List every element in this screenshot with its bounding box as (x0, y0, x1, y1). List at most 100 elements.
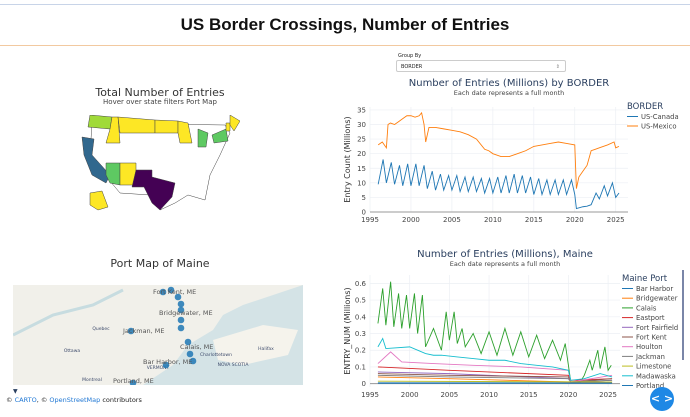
legend-item: Eastport (636, 314, 665, 322)
y-tick-label: 0.4 (355, 313, 367, 321)
x-tick-label: 2000 (401, 391, 419, 399)
port-marker (177, 300, 185, 308)
x-tick-label: 2015 (520, 391, 538, 399)
st-lawrence-river (13, 288, 124, 337)
legend-item: US-Canada (641, 113, 679, 121)
chevron-updown-icon: ⇕ (555, 64, 560, 70)
state-michigan (197, 128, 209, 148)
legend-item: Fort Fairfield (636, 324, 678, 332)
place-label: Quebec (92, 326, 110, 332)
y-tick-label: 0 (362, 209, 366, 217)
x-tick-label: 2005 (440, 391, 458, 399)
port-marker (159, 288, 167, 296)
group-by-value: BORDER (401, 64, 423, 70)
series-line-limestone (377, 380, 613, 383)
state-vermont (225, 122, 231, 132)
state-new-york (211, 128, 229, 144)
y-tick-label: 20 (357, 150, 366, 158)
maine-line-chart[interactable]: Number of Entries (Millions), MaineEach … (330, 245, 690, 417)
collapse-arrow-icon[interactable]: ▼ (13, 388, 18, 395)
series-line-eastport (377, 366, 613, 381)
us-choropleth-map[interactable] (80, 115, 240, 215)
x-tick-label: 2000 (402, 216, 420, 224)
legend-item: US-Mexico (641, 123, 676, 131)
y-tick-label: 15 (357, 165, 366, 173)
place-label: Charlottetown (200, 352, 232, 358)
attrib-suffix: contributors (102, 396, 142, 404)
port-marker (162, 361, 170, 369)
osm-link[interactable]: OpenStreetMap (49, 396, 101, 404)
x-tick-label: 2020 (559, 391, 577, 399)
port-label: Jackman, ME (122, 327, 165, 335)
place-label: Ottawa (64, 348, 81, 354)
series-line-jackman (377, 374, 613, 383)
x-tick-label: 2015 (525, 216, 543, 224)
port-marker (177, 324, 185, 332)
group-by-dropdown[interactable]: BORDER ⇕ (396, 60, 566, 72)
carto-link[interactable]: CARTO (14, 396, 37, 404)
legend-item: Jackman (635, 353, 665, 361)
port-marker (174, 293, 182, 301)
place-label: NOVA SCOTIA (218, 362, 250, 368)
x-tick-label: 1995 (361, 216, 379, 224)
attrib-sep: , © (36, 396, 48, 404)
state-arizona (105, 162, 121, 186)
y-tick-label: 10 (357, 179, 366, 187)
legend-title: BORDER (627, 102, 663, 112)
y-axis-label: Entry Count (Millions) (343, 116, 352, 202)
series-line-calais (377, 281, 612, 383)
legend-item: Houlton (636, 343, 663, 351)
y-tick-label: 0.6 (355, 280, 367, 288)
port-label: Bridgewater, ME (159, 309, 213, 317)
legend-item: Calais (636, 304, 657, 312)
port-map[interactable]: Quebec Ottawa Montreal VERMONT Charlottetown… (13, 285, 303, 385)
state-minnesota (177, 120, 193, 144)
port-label: Bar Harbor, ME (143, 358, 192, 366)
choropleth-title: Total Number of Entries (95, 86, 225, 99)
y-tick-label: 35 (357, 106, 366, 114)
port-marker (127, 327, 135, 335)
code-toggle-button[interactable]: < > (650, 387, 674, 411)
group-by-label: Group By (398, 53, 422, 59)
state-alaska (89, 190, 109, 211)
series-line-us-canada (377, 159, 620, 210)
port-marker (167, 286, 175, 294)
y-tick-label: 5 (362, 194, 366, 202)
legend-scrollbar[interactable] (682, 270, 684, 360)
series-line-us-mexico (377, 111, 620, 189)
place-label: Halifax (258, 346, 274, 352)
attrib-prefix: © (6, 396, 13, 404)
y-axis-label: ENTRY_NUM (Millions) (343, 287, 352, 374)
x-tick-label: 2025 (607, 216, 625, 224)
legend-title: Maine Port (622, 274, 668, 284)
state-montana (117, 116, 156, 134)
legend-item: Fort Kent (636, 334, 667, 342)
x-tick-label: 1995 (361, 391, 379, 399)
page-header: US Border Crossings, Number of Entries (0, 4, 690, 46)
port-marker (184, 338, 192, 346)
port-marker (189, 357, 197, 365)
nova-scotia-land (213, 325, 298, 365)
port-marker (129, 379, 137, 385)
legend-item: Bar Harbor (636, 285, 673, 293)
portmap-title: Port Map of Maine (110, 257, 210, 270)
place-label: Montreal (82, 377, 102, 383)
y-tick-label: 0.1 (355, 363, 366, 371)
chart-subtitle: Each date represents a full month (454, 89, 565, 97)
y-tick-label: 30 (357, 121, 366, 129)
place-label: VERMONT (147, 365, 170, 371)
state-idaho (105, 116, 121, 144)
state-north-dakota (154, 119, 179, 134)
x-tick-label: 2010 (480, 391, 498, 399)
x-tick-label: 2010 (484, 216, 502, 224)
port-label: Calais, ME (180, 343, 213, 351)
border-line-chart[interactable]: Number of Entries (Millions) by BORDEREa… (330, 74, 690, 234)
series-line-fort-kent (377, 373, 613, 383)
x-tick-label: 2020 (566, 216, 584, 224)
state-maine (229, 115, 240, 132)
port-marker (186, 350, 194, 358)
port-marker (177, 306, 185, 314)
choropleth-subtitle: Hover over state filters Port Map (103, 98, 217, 106)
y-tick-label: 0.3 (355, 330, 366, 338)
port-label: Fort Kent, ME (153, 288, 196, 296)
